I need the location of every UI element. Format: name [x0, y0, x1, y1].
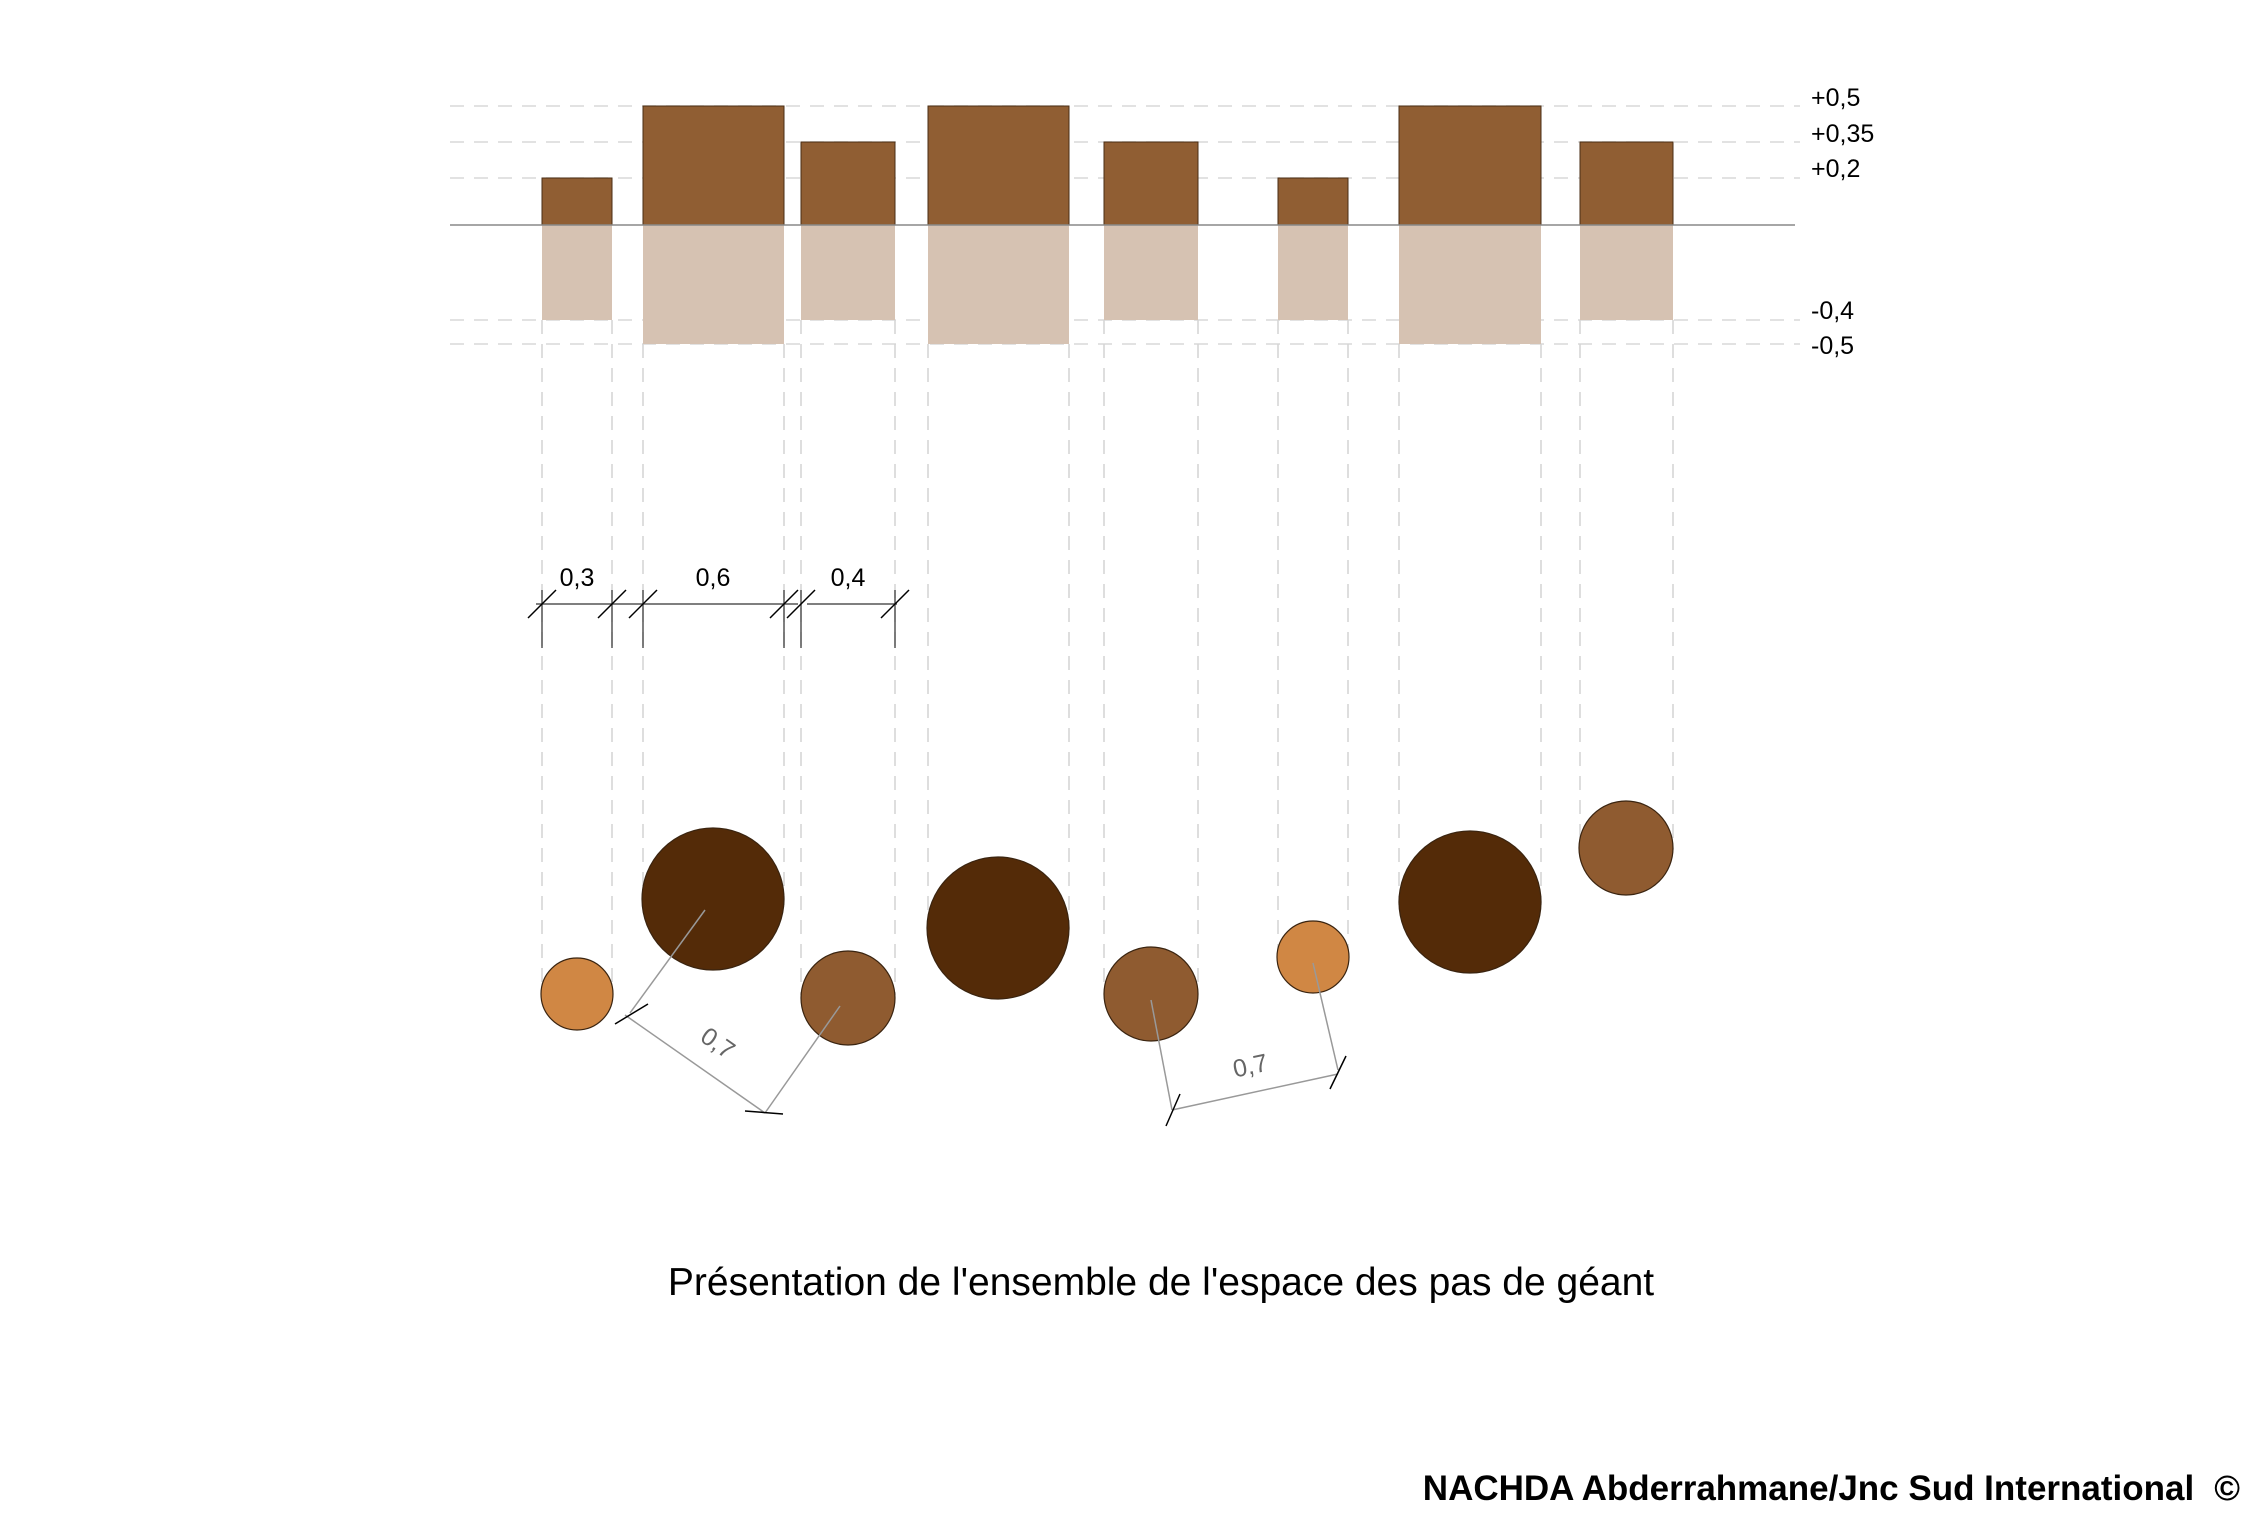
- bars-above-ground: [541, 105, 1674, 226]
- step-1-depth-bar: [542, 225, 612, 320]
- stone-3: [800, 950, 896, 1046]
- stone-2: [641, 827, 785, 971]
- step-3-height-bar: [800, 141, 896, 226]
- stone-6: [1276, 920, 1350, 994]
- spacing-label-right: 0,7: [1230, 1049, 1270, 1084]
- width-label-3: 0,4: [831, 564, 866, 592]
- stone-5: [1103, 946, 1199, 1042]
- step-6-depth-bar: [1278, 225, 1348, 320]
- width-label-1: 0,3: [560, 564, 595, 592]
- step-3-depth-bar: [801, 225, 895, 320]
- step-7-depth-bar: [1399, 225, 1541, 344]
- step-5-height-bar: [1103, 141, 1199, 226]
- step-6-height-bar: [1277, 177, 1349, 226]
- step-1-height-bar: [541, 177, 613, 226]
- stone-1: [540, 957, 614, 1031]
- spacing-dimension-left: [614, 909, 841, 1115]
- step-7-height-bar: [1398, 105, 1542, 226]
- copyright-symbol: ©: [2214, 1469, 2240, 1508]
- step-2-depth-bar: [643, 225, 784, 344]
- bars-below-ground: [542, 225, 1673, 344]
- step-4-height-bar: [927, 105, 1070, 226]
- author-credit-name: NACHDA Abderrahmane/Jnc Sud Internationa…: [1423, 1469, 2194, 1508]
- step-2-height-bar: [642, 105, 785, 226]
- width-dimension-chain: [527, 589, 910, 648]
- level-label-bottom-1: -0,4: [1811, 297, 1854, 325]
- step-5-depth-bar: [1104, 225, 1198, 320]
- width-label-2: 0,6: [696, 564, 731, 592]
- diagram-caption: Présentation de l'ensemble de l'espace d…: [668, 1261, 1654, 1304]
- stone-7: [1398, 830, 1542, 974]
- step-8-depth-bar: [1580, 225, 1673, 320]
- author-credit: NACHDA Abderrahmane/Jnc Sud Internationa…: [1423, 1469, 2240, 1508]
- level-label-bottom-2: -0,5: [1811, 332, 1854, 360]
- stone-4: [926, 856, 1070, 1000]
- step-8-height-bar: [1579, 141, 1674, 226]
- step-4-depth-bar: [928, 225, 1069, 344]
- level-label-top-3: +0,2: [1811, 155, 1860, 183]
- stepping-stones: [540, 800, 1674, 1046]
- level-label-top-1: +0,5: [1811, 84, 1860, 112]
- spacing-dimension-right: [1150, 962, 1347, 1127]
- stone-8: [1578, 800, 1674, 896]
- spacing-label-left: 0,7: [695, 1022, 740, 1065]
- projection-guides: [541, 320, 1674, 995]
- level-label-top-2: +0,35: [1811, 120, 1874, 148]
